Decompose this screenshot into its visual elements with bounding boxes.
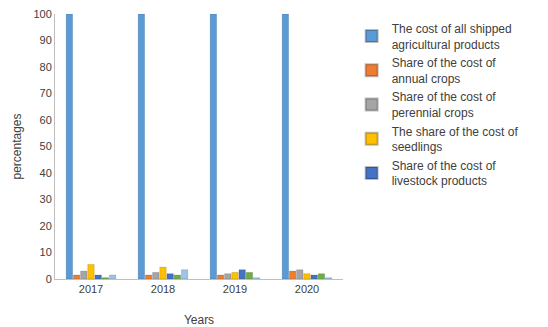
svg-text:2018: 2018 [151,283,175,295]
svg-text:Share of the cost oflivestock: Share of the cost oflivestock products [392,159,497,189]
svg-text:30: 30 [40,193,52,205]
svg-text:percentages: percentages [10,113,24,179]
svg-text:The share of the cost ofseedli: The share of the cost ofseedlings [392,125,519,155]
svg-text:0: 0 [46,273,52,285]
svg-text:50: 50 [40,140,52,152]
svg-text:Share of the cost ofperennial: Share of the cost ofperennial crops [392,90,497,120]
svg-text:The cost of all shippedagricul: The cost of all shippedagricultural prod… [392,22,512,52]
svg-text:60: 60 [40,114,52,126]
svg-text:80: 80 [40,61,52,73]
svg-text:2020: 2020 [295,283,319,295]
svg-text:90: 90 [40,34,52,46]
svg-text:100: 100 [33,8,51,20]
svg-text:Share of the cost ofannual cro: Share of the cost ofannual crops [392,56,497,86]
svg-text:10: 10 [40,246,52,258]
svg-text:Years: Years [184,313,214,327]
svg-text:20: 20 [40,220,52,232]
svg-text:70: 70 [40,87,52,99]
svg-text:2019: 2019 [223,283,247,295]
svg-text:40: 40 [40,167,52,179]
svg-text:2017: 2017 [79,283,103,295]
